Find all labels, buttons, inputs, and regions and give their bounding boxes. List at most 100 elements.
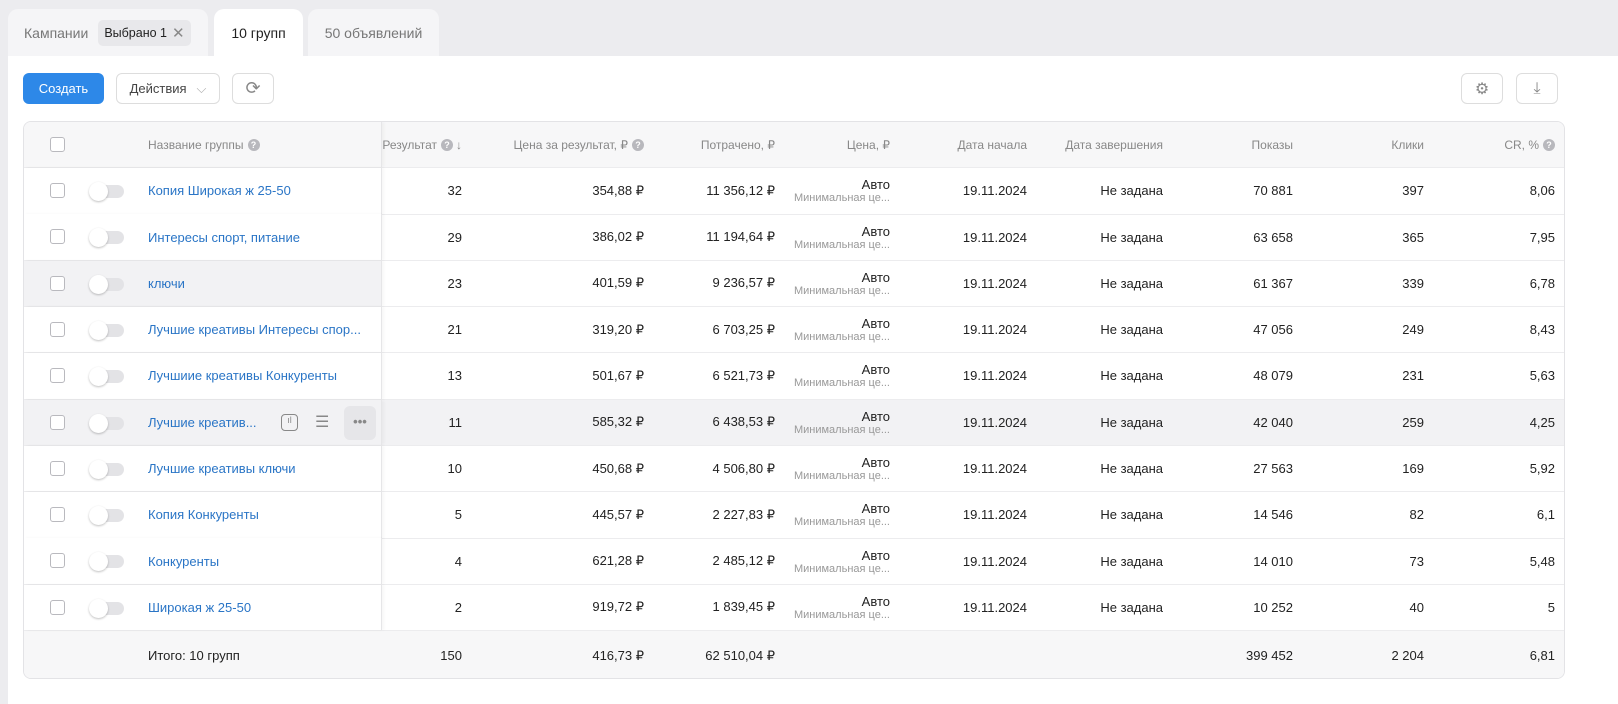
header-label: CR, % xyxy=(1504,137,1539,152)
download-button[interactable]: ⤓ xyxy=(1516,73,1558,104)
cell-shows: 42 040 xyxy=(1253,414,1293,430)
row-checkbox[interactable] xyxy=(50,275,65,291)
group-name-link[interactable]: Лучшиие креативы Конкуренты xyxy=(148,368,338,384)
total-spent: 62 510,04 ₽ xyxy=(705,647,775,663)
group-name-link[interactable]: Лучшие креатив... xyxy=(148,414,257,430)
row-checkbox[interactable] xyxy=(50,599,65,615)
header-name[interactable]: Название группы? xyxy=(148,122,260,167)
price-sub: Минимальная це... xyxy=(793,423,890,436)
refresh-button[interactable]: ⟳ xyxy=(232,73,274,104)
row-checkbox[interactable] xyxy=(50,368,65,384)
row-checkbox[interactable] xyxy=(50,507,65,523)
header-result[interactable]: Результат? ↓ xyxy=(382,122,462,167)
tab-campaigns[interactable]: Кампании Выбрано 1 ✕ xyxy=(8,9,208,57)
row-checkbox[interactable] xyxy=(50,414,65,430)
stats-icon[interactable]: ıl xyxy=(281,413,298,431)
cell-shows: 14 010 xyxy=(1253,553,1293,569)
header-cr[interactable]: CR, %? xyxy=(1444,122,1555,167)
table-row[interactable]: Лучшие креатив... ıl ☰ ••• 11 585,32 ₽ 6 438… xyxy=(24,399,1564,446)
status-toggle[interactable] xyxy=(89,367,124,387)
row-checkbox[interactable] xyxy=(50,321,65,337)
group-name-link[interactable]: Лучшие креативы Интересы спор... xyxy=(148,322,361,338)
header-shows[interactable]: Показы xyxy=(1174,122,1293,167)
header-cpr[interactable]: Цена за результат, ₽? xyxy=(464,122,644,167)
cell-shows: 48 079 xyxy=(1253,368,1293,384)
more-icon[interactable]: ••• xyxy=(344,405,376,440)
tab-label: Кампании xyxy=(24,25,89,41)
table-header: Название группы? Результат? ↓ Цена за рез… xyxy=(24,122,1564,168)
header-price[interactable]: Цена, ₽ xyxy=(784,122,890,167)
header-start[interactable]: Дата начала xyxy=(904,122,1027,167)
price-sub: Минимальная це... xyxy=(793,377,890,390)
cell-clicks: 397 xyxy=(1402,183,1424,199)
header-spent[interactable]: Потрачено, ₽ xyxy=(644,122,775,167)
cell-shows: 63 658 xyxy=(1253,229,1293,245)
create-button[interactable]: Создать xyxy=(23,73,104,104)
cell-start: 19.11.2024 xyxy=(962,553,1027,569)
select-all-checkbox[interactable] xyxy=(50,137,65,152)
group-name-link[interactable]: Копия Конкуренты xyxy=(148,507,259,523)
group-name-link[interactable]: Копия Широкая ж 25-50 xyxy=(148,183,291,199)
price-sub: Минимальная це... xyxy=(793,516,890,529)
status-toggle[interactable] xyxy=(89,506,124,526)
row-checkbox[interactable] xyxy=(50,460,65,476)
table-row[interactable]: Лучшие креативы Интересы спор... 21 319,20… xyxy=(24,306,1564,354)
row-checkbox[interactable] xyxy=(50,229,65,245)
price-sub: Минимальная це... xyxy=(793,284,890,297)
cell-clicks: 73 xyxy=(1409,553,1424,569)
price-value: Авто xyxy=(861,177,890,193)
cell-spent: 6 703,25 ₽ xyxy=(712,321,776,337)
settings-button[interactable]: ⚙ xyxy=(1461,73,1503,104)
table-row[interactable]: Интересы спорт, питание 29 386,02 ₽ 11 194,… xyxy=(24,214,1564,261)
help-icon[interactable]: ? xyxy=(247,138,260,151)
cell-start: 19.11.2024 xyxy=(962,322,1027,338)
group-name-link[interactable]: Широкая ж 25-50 xyxy=(148,599,252,615)
status-toggle[interactable] xyxy=(89,598,124,618)
cell-spent: 6 438,53 ₽ xyxy=(712,414,776,430)
group-name-link[interactable]: Интересы спорт, питание xyxy=(148,229,300,245)
table-row[interactable]: ключи 23 401,59 ₽ 9 236,57 ₽ 19.11.2024 Не за… xyxy=(24,260,1564,308)
chevron-down-icon: ⌵ xyxy=(196,80,207,96)
price-value: Авто xyxy=(861,362,890,378)
table-row[interactable]: Копия Конкуренты 5 445,57 ₽ 2 227,83 ₽ 19.11… xyxy=(24,492,1564,539)
status-toggle[interactable] xyxy=(89,182,124,201)
table-row[interactable]: Конкуренты 4 621,28 ₽ 2 485,12 ₽ 19.11.2024 Н… xyxy=(24,538,1564,585)
status-toggle[interactable] xyxy=(89,552,124,572)
row-checkbox[interactable] xyxy=(50,183,65,198)
help-icon[interactable]: ? xyxy=(632,138,644,151)
table-row[interactable]: Широкая ж 25-50 2 919,72 ₽ 1 839,45 ₽ 19.11.… xyxy=(24,584,1564,632)
status-toggle[interactable] xyxy=(89,228,124,248)
tab-ads[interactable]: 50 объявлений xyxy=(308,9,439,57)
status-toggle[interactable] xyxy=(89,459,124,479)
status-toggle[interactable] xyxy=(89,274,124,294)
cell-cpr: 319,20 ₽ xyxy=(592,321,644,337)
header-end[interactable]: Дата завершения xyxy=(1034,122,1163,167)
cell-spent: 9 236,57 ₽ xyxy=(712,275,776,291)
price-value: Авто xyxy=(861,455,890,471)
menu-lines-icon[interactable]: ☰ xyxy=(315,413,330,431)
group-name-link[interactable]: Конкуренты xyxy=(148,553,220,569)
table-row[interactable]: Лучшиие креативы Конкуренты 13 501,67 ₽ 6 5… xyxy=(24,353,1564,400)
cell-cr: 8,43 xyxy=(1529,322,1555,338)
help-icon[interactable]: ? xyxy=(441,138,453,151)
cell-cr: 4,25 xyxy=(1529,414,1555,430)
cell-end: Не задана xyxy=(1100,461,1163,477)
cell-start: 19.11.2024 xyxy=(962,275,1027,291)
total-shows: 399 452 xyxy=(1246,648,1293,663)
table-row[interactable]: Лучшие креативы ключи 10 450,68 ₽ 4 506,80 … xyxy=(24,445,1564,493)
header-clicks[interactable]: Клики xyxy=(1304,122,1424,167)
tab-groups[interactable]: 10 групп xyxy=(214,9,303,57)
price-value: Авто xyxy=(861,269,890,285)
cell-end: Не задана xyxy=(1100,322,1163,338)
table-row[interactable]: Копия Широкая ж 25-50 32 354,88 ₽ 11 356,12… xyxy=(24,168,1564,215)
close-icon[interactable]: ✕ xyxy=(171,25,185,42)
total-cr: 6,81 xyxy=(1529,648,1555,663)
row-checkbox[interactable] xyxy=(50,553,65,569)
group-name-link[interactable]: Лучшие креативы ключи xyxy=(148,461,296,477)
group-name-link[interactable]: ключи xyxy=(148,275,185,291)
actions-dropdown[interactable]: Действия ⌵ xyxy=(116,73,220,104)
cell-start: 19.11.2024 xyxy=(962,507,1027,523)
status-toggle[interactable] xyxy=(89,320,124,340)
status-toggle[interactable] xyxy=(89,413,124,433)
help-icon[interactable]: ? xyxy=(1543,138,1555,151)
